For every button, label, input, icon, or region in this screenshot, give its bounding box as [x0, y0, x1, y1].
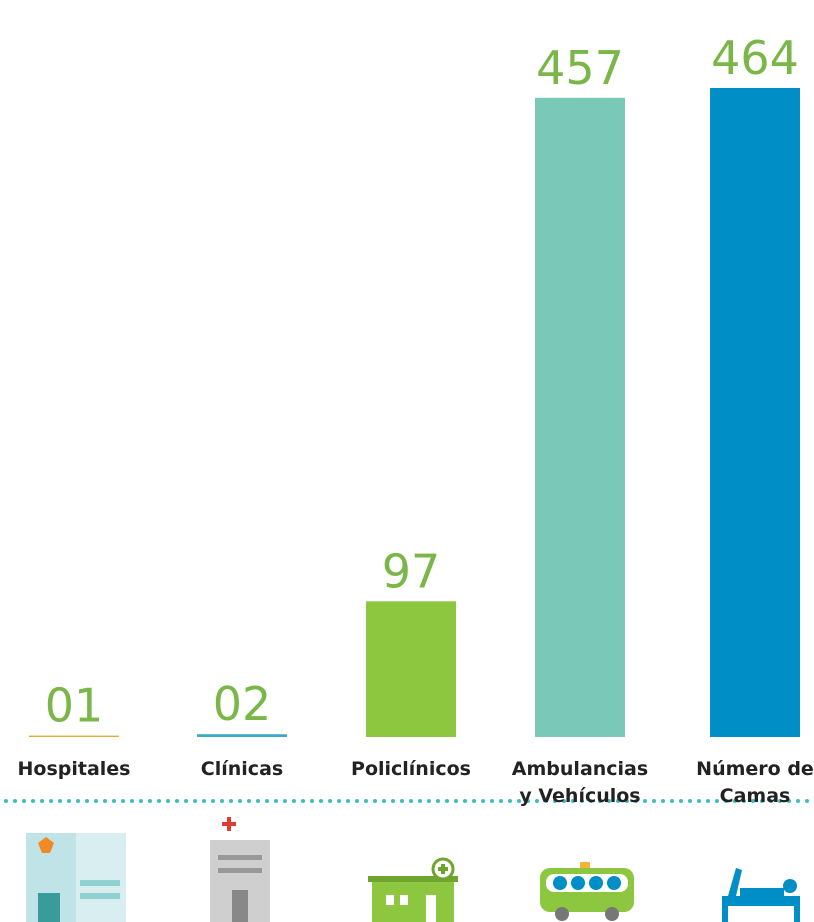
bar [29, 735, 119, 737]
bar [197, 734, 287, 737]
category-label: Clínicas [200, 758, 284, 780]
icon-ambulance [540, 862, 634, 921]
icon-hospital [26, 833, 126, 922]
bar [710, 88, 800, 737]
category-label: Número de Camas [696, 758, 814, 807]
value-label: 02 [213, 677, 272, 731]
bar [535, 97, 625, 737]
icon-bed [722, 868, 800, 922]
icon-clinic [210, 817, 270, 922]
value-label: 97 [382, 544, 441, 598]
value-label: 457 [536, 41, 624, 95]
category-label: Policlínicos [351, 758, 471, 780]
value-label: 464 [711, 31, 799, 85]
category-label: Hospitales [17, 758, 131, 780]
value-label: 01 [45, 679, 104, 733]
bar [366, 601, 456, 737]
category-label: Ambulancias y Vehículos [511, 758, 649, 807]
icon-polyclinic [368, 857, 458, 922]
